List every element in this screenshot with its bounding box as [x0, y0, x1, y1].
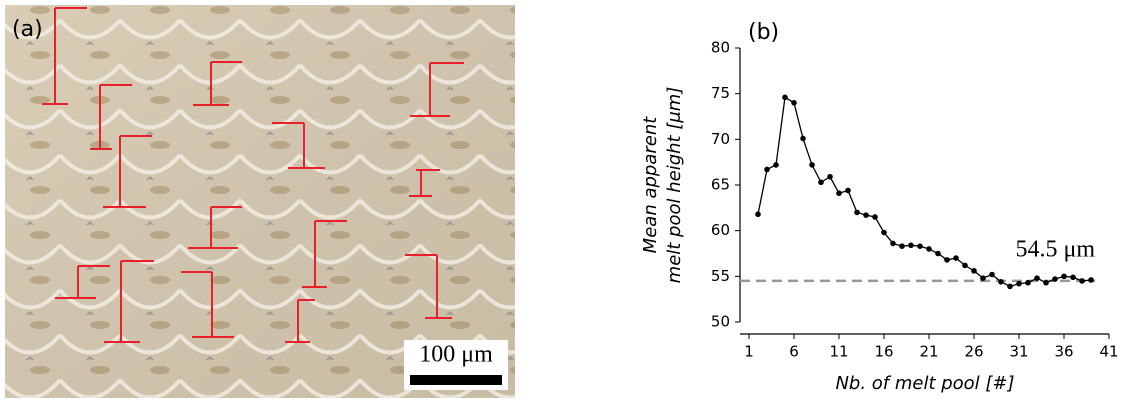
data-point: [818, 179, 824, 185]
x-tick-label: 41: [1099, 343, 1118, 361]
figure: 100 μm (a) (b) Mean apparent melt pool h…: [0, 0, 1123, 403]
data-point: [1025, 280, 1031, 286]
data-point: [827, 174, 833, 180]
y-tick-label: 75: [711, 84, 730, 102]
chart: (b) Mean apparent melt pool height [μm] …: [640, 20, 1119, 394]
data-point: [764, 167, 770, 173]
data-point: [881, 230, 887, 236]
data-point: [917, 243, 923, 249]
data-point: [989, 272, 995, 278]
data-point: [1070, 274, 1076, 280]
x-tick-label: 6: [789, 343, 799, 361]
data-point: [773, 162, 779, 168]
scale-bar: [410, 375, 502, 385]
data-point: [962, 263, 968, 269]
data-point: [863, 212, 869, 218]
data-point: [845, 188, 851, 194]
data-point: [998, 279, 1004, 285]
data-point: [782, 95, 788, 101]
data-point: [854, 210, 860, 216]
micrograph: 100 μm (a): [5, 5, 515, 398]
y-tick-label: 65: [711, 176, 730, 194]
data-point: [1007, 284, 1013, 290]
data-point: [926, 246, 932, 252]
y-tick-label: 50: [711, 313, 730, 331]
data-point: [1088, 277, 1094, 283]
x-tick-label: 31: [1009, 343, 1028, 361]
data-point: [872, 214, 878, 220]
x-tick-label: 21: [919, 343, 938, 361]
data-point: [1043, 280, 1049, 286]
panel-label: (b): [748, 20, 779, 45]
x-axis-label: Nb. of melt pool [#]: [835, 373, 1014, 394]
data-point: [890, 241, 896, 247]
data-point: [935, 251, 941, 257]
x-tick-label: 11: [829, 343, 848, 361]
data-point: [1061, 274, 1067, 280]
data-point: [971, 268, 977, 274]
reference-label: 54.5 μm: [1015, 236, 1095, 262]
data-point: [800, 136, 806, 142]
data-point: [944, 257, 950, 263]
data-point: [1016, 281, 1022, 287]
data-point: [755, 211, 761, 217]
data-point: [1034, 275, 1040, 281]
data-point: [791, 100, 797, 106]
x-tick-label: 36: [1054, 343, 1073, 361]
data-point: [953, 255, 959, 261]
y-axis-label: Mean apparent: [640, 116, 661, 254]
y-tick-label: 70: [711, 130, 730, 148]
data-point: [836, 190, 842, 196]
y-tick-label: 55: [711, 267, 730, 285]
data-point: [809, 162, 815, 168]
data-point: [980, 275, 986, 281]
x-tick-label: 1: [744, 343, 754, 361]
y-tick-label: 60: [711, 221, 730, 239]
data-point: [1079, 278, 1085, 284]
y-axis-label: melt pool height [μm]: [664, 87, 685, 284]
scale-bar-label: 100 μm: [419, 342, 493, 368]
data-point: [899, 243, 905, 249]
data-point: [1052, 276, 1058, 282]
panel-label: (a): [12, 17, 43, 42]
x-tick-label: 26: [964, 343, 983, 361]
x-tick-label: 16: [874, 343, 893, 361]
data-point: [908, 242, 914, 248]
y-tick-label: 80: [711, 39, 730, 57]
